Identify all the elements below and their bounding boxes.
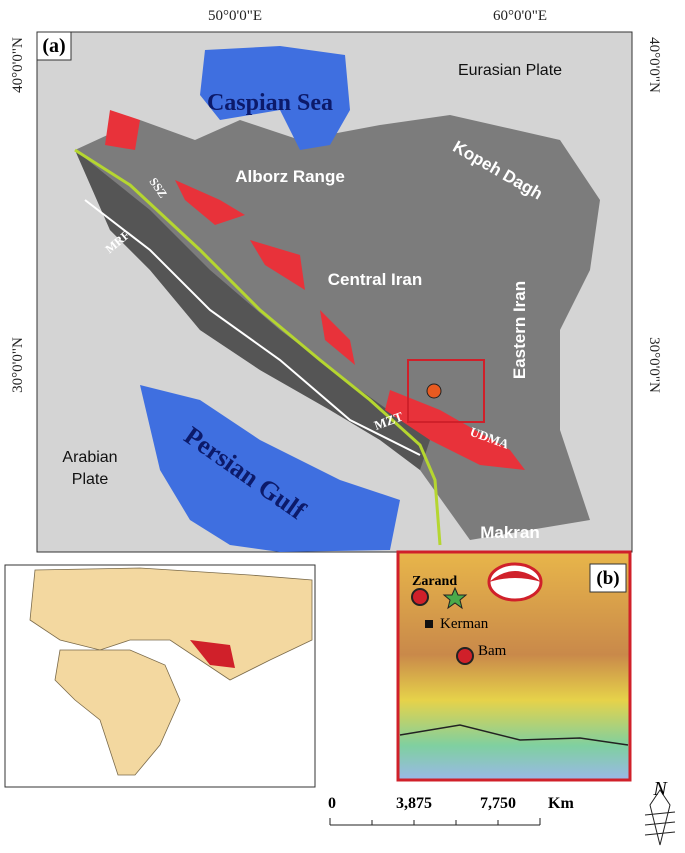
inset-b: (b) Zarand Kerman Bam xyxy=(396,550,632,782)
study-area-box xyxy=(407,359,485,423)
lat-label: 30°0'0"N xyxy=(646,337,662,393)
north-label: N xyxy=(652,778,668,800)
scale-label: 3,875 xyxy=(396,795,432,812)
persian-gulf xyxy=(140,385,400,552)
feature-label: Alborz Range xyxy=(235,167,345,186)
place-label: Zarand xyxy=(412,574,457,589)
scale-label: 7,750 xyxy=(480,795,516,812)
zarand-marker xyxy=(426,383,442,399)
panel-label: (a) xyxy=(42,35,65,57)
lat-label: 30°0'0"N xyxy=(10,337,26,393)
place-label: Kerman xyxy=(440,616,489,632)
place-label: Bam xyxy=(478,643,507,659)
scale-label: 0 xyxy=(328,795,336,812)
feature-label: Eurasian Plate xyxy=(458,62,562,79)
feature-label: Makran xyxy=(480,523,540,542)
lat-label: 40°0'0"N xyxy=(10,37,26,93)
feature-label: Caspian Sea xyxy=(207,90,333,116)
volcanic-belt xyxy=(105,110,525,470)
main-map: (a) 50°0'0"E 60°0'0"E 40°0'0"N 30°0'0"N … xyxy=(10,8,662,553)
feature-label: Plate xyxy=(72,471,109,488)
lat-label: 40°0'0"N xyxy=(646,37,662,93)
zagros-relief xyxy=(75,150,430,470)
scale-bar: 0 3,875 7,750 Km xyxy=(328,795,574,826)
lon-label: 50°0'0"E xyxy=(208,8,262,24)
scale-unit: Km xyxy=(548,795,574,812)
caspian-sea xyxy=(200,46,350,150)
world-inset xyxy=(4,564,316,788)
iran-highlight xyxy=(190,640,235,668)
north-arrow: N xyxy=(644,778,676,846)
mrf-line xyxy=(84,199,421,456)
feature-label: Arabian xyxy=(62,449,117,466)
panel-label: (b) xyxy=(596,568,619,589)
feature-label: Eastern Iran xyxy=(510,281,529,379)
lon-label: 60°0'0"E xyxy=(493,8,547,24)
feature-label: Central Iran xyxy=(328,270,422,289)
mzt-line xyxy=(74,148,442,546)
